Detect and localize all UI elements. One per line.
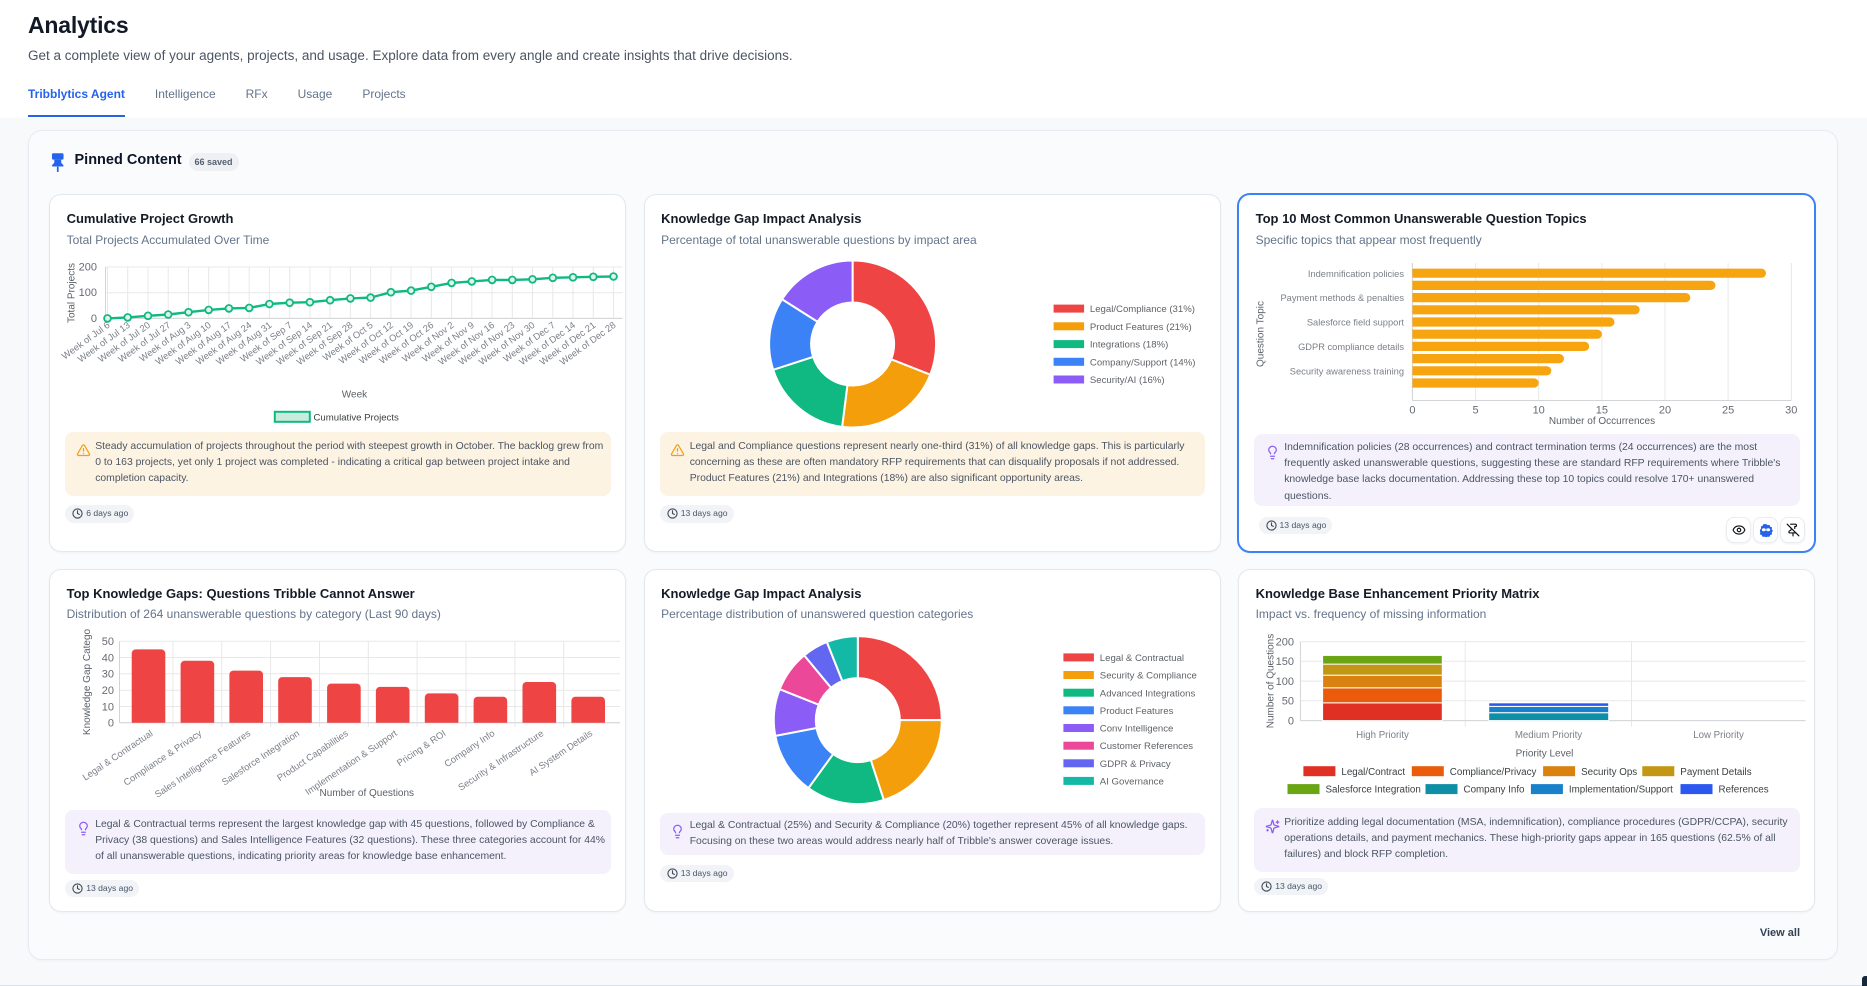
svg-text:200: 200	[79, 262, 97, 274]
svg-text:Week: Week	[342, 390, 368, 401]
svg-text:Implementation/Support: Implementation/Support	[1569, 784, 1673, 795]
svg-text:Number of Questions: Number of Questions	[320, 788, 415, 799]
svg-text:GDPR compliance details: GDPR compliance details	[1298, 342, 1404, 352]
svg-text:0: 0	[91, 313, 97, 325]
svg-text:Medium Priority: Medium Priority	[1515, 730, 1582, 741]
svg-text:Company Info: Company Info	[1464, 784, 1526, 795]
svg-text:Legal & Contractual: Legal & Contractual	[1099, 653, 1183, 664]
svg-text:0: 0	[108, 717, 114, 729]
svg-text:150: 150	[1276, 656, 1294, 668]
svg-text:Security & Infrastructure: Security & Infrastructure	[456, 727, 546, 792]
svg-text:100: 100	[79, 287, 97, 299]
svg-text:0: 0	[1288, 715, 1294, 727]
svg-text:Knowledge Gap Catego: Knowledge Gap Catego	[82, 628, 93, 735]
svg-text:Implementation & Support: Implementation & Support	[303, 727, 399, 797]
svg-text:Legal/Contract: Legal/Contract	[1341, 766, 1405, 777]
svg-text:50: 50	[1282, 695, 1294, 707]
svg-text:Legal/Compliance (31%): Legal/Compliance (31%)	[1089, 304, 1194, 315]
svg-text:Product Features (21%): Product Features (21%)	[1089, 322, 1191, 333]
svg-text:AI Governance: AI Governance	[1099, 776, 1163, 787]
svg-text:5: 5	[1473, 405, 1479, 417]
svg-text:Conv Intelligence: Conv Intelligence	[1099, 723, 1173, 734]
svg-text:Security & Compliance: Security & Compliance	[1099, 670, 1196, 681]
svg-text:Integrations (18%): Integrations (18%)	[1089, 340, 1167, 351]
svg-text:Priority Level: Priority Level	[1516, 748, 1574, 759]
svg-text:10: 10	[1533, 405, 1545, 417]
svg-text:Security/AI (16%): Security/AI (16%)	[1089, 375, 1164, 386]
svg-text:Cumulative Projects: Cumulative Projects	[314, 412, 400, 423]
svg-text:Number of Occurrences: Number of Occurrences	[1549, 416, 1655, 427]
svg-text:20: 20	[1659, 405, 1671, 417]
svg-text:High Priority: High Priority	[1356, 730, 1409, 741]
svg-text:Payment methods & penalties: Payment methods & penalties	[1280, 293, 1404, 303]
svg-text:Number of Questions: Number of Questions	[1266, 633, 1277, 728]
svg-text:Company/Support (14%): Company/Support (14%)	[1089, 357, 1195, 368]
svg-text:40: 40	[102, 652, 114, 664]
svg-text:20: 20	[102, 685, 114, 697]
svg-text:Product Features: Product Features	[1099, 705, 1173, 716]
svg-text:References: References	[1719, 784, 1769, 795]
svg-text:Salesforce Integration: Salesforce Integration	[1326, 784, 1421, 795]
svg-text:Security Ops: Security Ops	[1581, 766, 1637, 777]
svg-text:Sales Intelligence Features: Sales Intelligence Features	[152, 727, 252, 800]
svg-text:30: 30	[1785, 405, 1797, 417]
svg-text:Payment Details: Payment Details	[1680, 766, 1751, 777]
svg-text:Indemnification policies: Indemnification policies	[1308, 269, 1404, 279]
svg-text:Security awareness training: Security awareness training	[1290, 366, 1404, 376]
svg-text:Customer References: Customer References	[1099, 741, 1193, 752]
svg-text:Compliance/Privacy: Compliance/Privacy	[1450, 766, 1537, 777]
svg-text:10: 10	[102, 701, 114, 713]
svg-text:30: 30	[102, 668, 114, 680]
svg-text:100: 100	[1276, 675, 1294, 687]
svg-text:GDPR & Privacy: GDPR & Privacy	[1099, 758, 1170, 769]
svg-text:Question Topic: Question Topic	[1256, 301, 1267, 367]
svg-text:Advanced Integrations: Advanced Integrations	[1099, 688, 1195, 699]
svg-text:25: 25	[1722, 405, 1734, 417]
svg-text:Total Projects: Total Projects	[67, 263, 78, 323]
svg-text:Pricing & ROI: Pricing & ROI	[394, 727, 447, 768]
svg-text:Low Priority: Low Priority	[1693, 730, 1744, 741]
svg-text:50: 50	[102, 636, 114, 648]
svg-text:200: 200	[1276, 636, 1294, 648]
svg-text:Salesforce field support: Salesforce field support	[1307, 318, 1405, 328]
svg-text:15: 15	[1596, 405, 1608, 417]
svg-text:0: 0	[1409, 405, 1415, 417]
